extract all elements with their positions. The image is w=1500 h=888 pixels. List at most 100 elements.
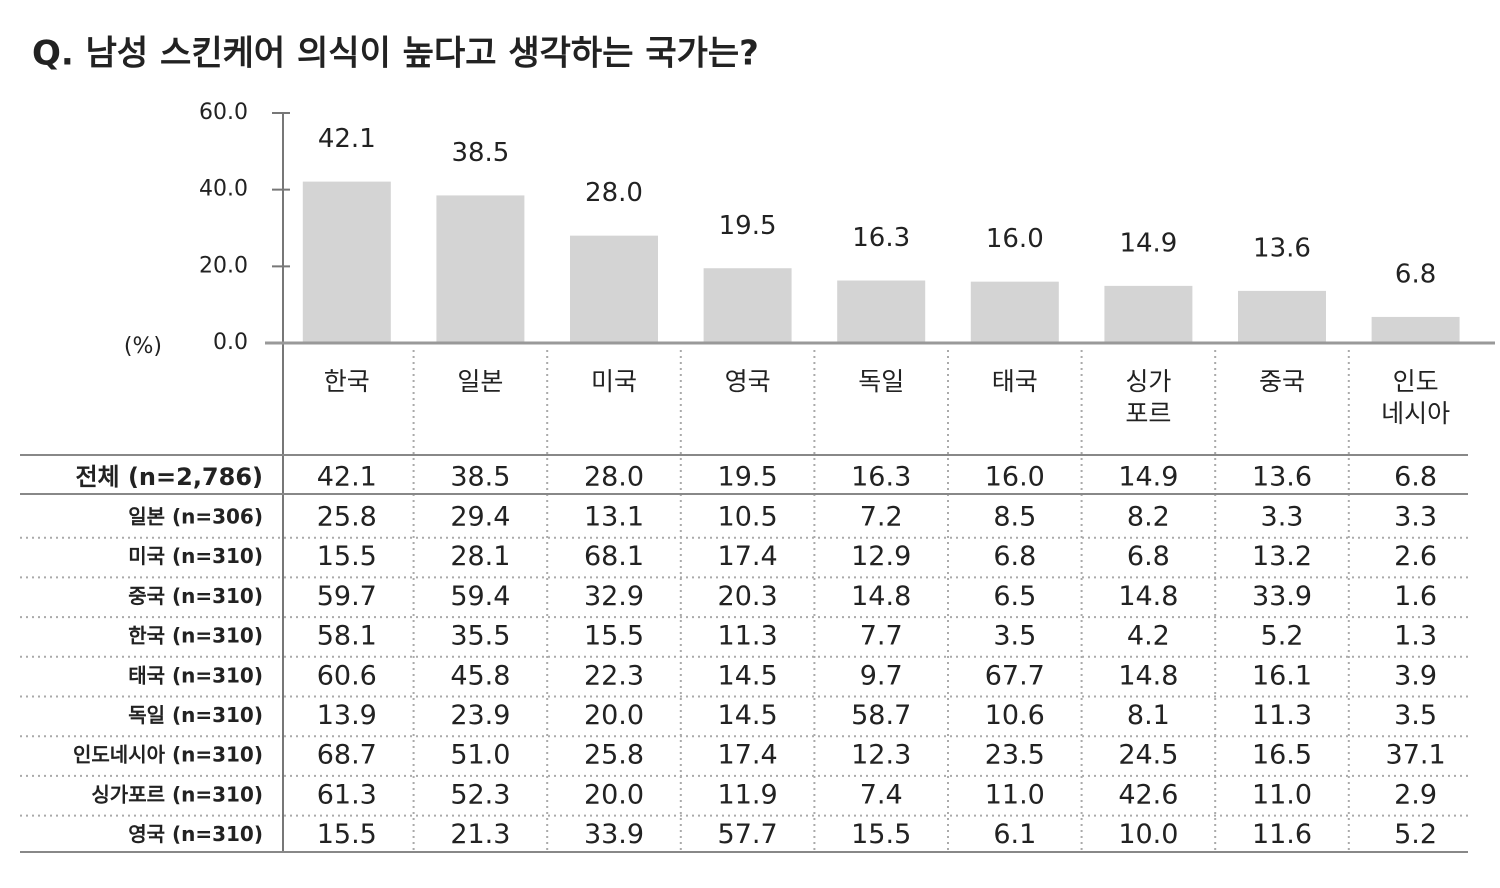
row-label: 전체 (n=2,786) [75,463,263,491]
table-cell: 58.7 [851,700,911,731]
bar [703,268,792,343]
row-label: 독일 (n=310) [128,703,263,727]
value-label: 14.9 [1119,228,1177,258]
table-cell: 37.1 [1386,740,1446,771]
table-cell: 19.5 [718,462,778,493]
table-cell: 29.4 [450,502,510,533]
table-cell: 15.5 [851,819,911,850]
value-label: 42.1 [318,124,376,154]
table-cell: 15.5 [317,819,377,850]
value-label: 19.5 [719,211,777,241]
category-label: 태국 [992,367,1038,396]
table-cell: 12.9 [851,541,911,572]
value-label: 28.0 [585,178,643,208]
bar [1238,290,1326,343]
table-cell: 11.3 [1252,700,1312,731]
table-cell: 11.9 [718,779,778,810]
table-cell: 38.5 [450,462,510,493]
y-tick-label: 20.0 [199,253,248,278]
table-cell: 16.3 [851,462,911,493]
table-cell: 61.3 [317,779,377,810]
table-cell: 51.0 [450,740,510,771]
bar [436,195,525,343]
category-label: 중국 [1259,367,1305,396]
category-label: 독일 [858,367,904,396]
table-cell: 32.9 [584,581,644,612]
category-label: 한국 [324,367,370,396]
table-cell: 14.8 [1118,660,1178,691]
table-cell: 17.4 [718,541,778,572]
table-cell: 35.5 [450,621,510,652]
row-label: 태국 (n=310) [128,663,263,687]
table-cell: 6.8 [1127,541,1170,572]
value-label: 38.5 [451,138,509,168]
table-cell: 20.3 [718,581,778,612]
bar [1104,285,1193,343]
table-cell: 1.6 [1394,581,1437,612]
table-cell: 23.5 [985,740,1045,771]
table-cell: 57.7 [718,819,778,850]
table-cell: 45.8 [450,660,510,691]
table-cell: 11.0 [1252,779,1312,810]
y-tick-label: 40.0 [199,177,248,202]
table-cell: 12.3 [851,740,911,771]
bar [302,181,391,343]
table-cell: 15.5 [584,621,644,652]
table-cell: 17.4 [718,740,778,771]
table-cell: 10.6 [985,700,1045,731]
table-cell: 14.8 [851,581,911,612]
table-cell: 20.0 [584,779,644,810]
table-cell: 6.8 [993,541,1036,572]
table-cell: 7.2 [860,502,903,533]
category-label: 영국 [725,367,771,396]
y-tick-label: 0.0 [213,330,248,355]
table-cell: 2.9 [1394,779,1437,810]
bar [837,280,926,343]
table-cell: 16.5 [1252,740,1312,771]
table-cell: 14.9 [1118,462,1178,493]
table-cell: 21.3 [450,819,510,850]
table-cell: 59.4 [450,581,510,612]
table-cell: 5.2 [1394,819,1437,850]
row-label: 일본 (n=306) [128,505,263,529]
value-label: 16.3 [852,223,910,253]
table-cell: 14.8 [1118,581,1178,612]
table-cell: 3.5 [1394,700,1437,731]
table-cell: 25.8 [584,740,644,771]
table-cell: 3.3 [1261,502,1304,533]
table-cell: 7.7 [860,621,903,652]
table-cell: 67.7 [985,660,1045,691]
table-cell: 58.1 [317,621,377,652]
table-cell: 23.9 [450,700,510,731]
table-cell: 60.6 [317,660,377,691]
table-cell: 42.1 [317,462,377,493]
table-cell: 10.0 [1118,819,1178,850]
table-cell: 16.0 [985,462,1045,493]
bar [970,281,1059,343]
page-title: Q. 남성 스킨케어 의식이 높다고 생각하는 국가는? [32,34,759,74]
category-label: 인도 네시아 [1381,367,1450,428]
table-cell: 8.5 [993,502,1036,533]
table-cell: 3.9 [1394,660,1437,691]
category-label: 미국 [591,367,637,396]
table-cell: 11.0 [985,779,1045,810]
table-cell: 13.2 [1252,541,1312,572]
table-cell: 8.1 [1127,700,1170,731]
table-cell: 11.6 [1252,819,1312,850]
table-cell: 25.8 [317,502,377,533]
table-cell: 42.6 [1118,779,1178,810]
table-cell: 13.6 [1252,462,1312,493]
bar [1371,316,1460,343]
table-cell: 6.1 [993,819,1036,850]
table-cell: 6.8 [1394,462,1437,493]
value-label: 13.6 [1253,233,1311,263]
y-tick-label: 60.0 [199,100,248,125]
row-label: 싱가포르 (n=310) [91,782,263,806]
table-cell: 10.5 [718,502,778,533]
row-label: 영국 (n=310) [128,822,263,846]
table-cell: 7.4 [860,779,903,810]
table-cell: 13.9 [317,700,377,731]
table-cell: 4.2 [1127,621,1170,652]
table-cell: 33.9 [584,819,644,850]
